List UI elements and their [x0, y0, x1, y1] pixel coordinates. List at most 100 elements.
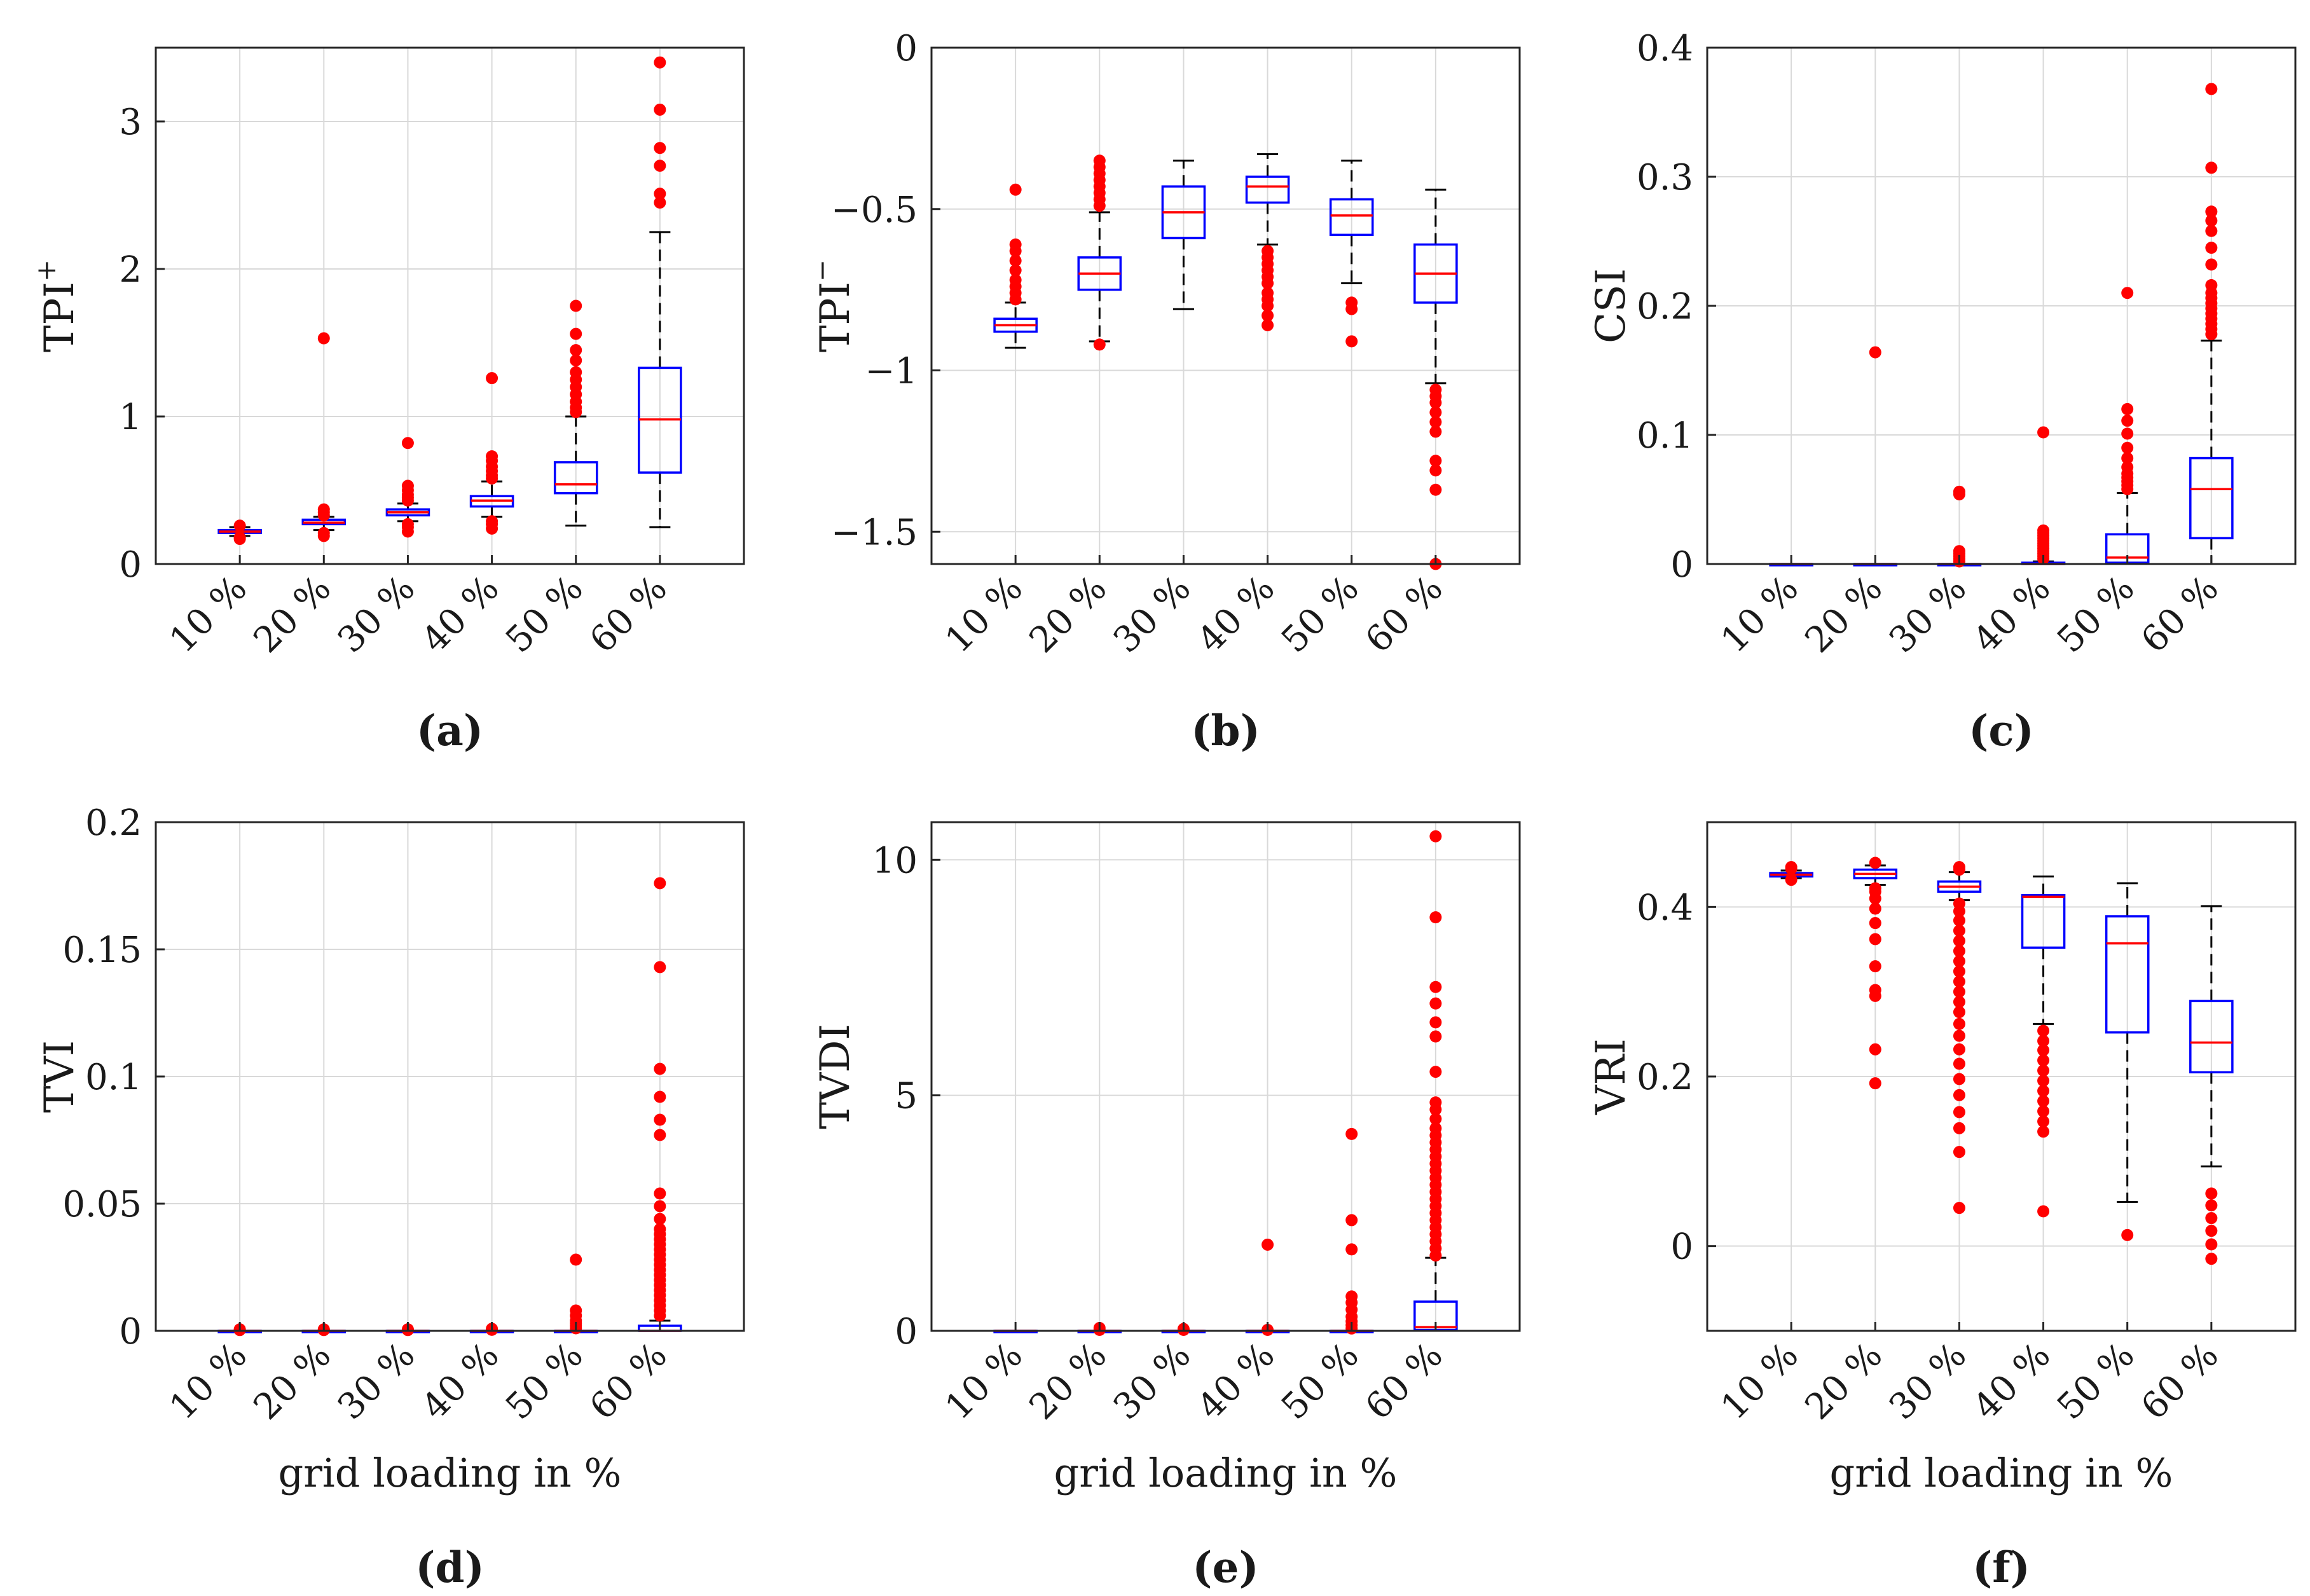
y-tick-label: 10: [872, 840, 918, 881]
outlier-point: [2205, 83, 2218, 95]
box-50pct: [2105, 882, 2150, 1241]
x-tick-label: 30 %: [1881, 568, 1975, 661]
outlier-point: [1785, 861, 1798, 874]
outlier-point: [2037, 1035, 2050, 1047]
outlier-point: [2037, 1075, 2050, 1087]
panel-label: (a): [416, 706, 483, 755]
x-tick-label: 20 %: [1022, 568, 1115, 661]
y-tick-label: 0: [119, 1311, 142, 1352]
outlier-point: [1429, 455, 1442, 467]
y-tick-label: 0.2: [1637, 286, 1693, 327]
outlier-point: [570, 1304, 582, 1317]
panel-label: (b): [1191, 706, 1260, 755]
y-tick-label: 0: [119, 544, 142, 586]
outlier-point: [2037, 524, 2050, 537]
outlier-point: [654, 1129, 666, 1141]
outlier-point: [1429, 997, 1442, 1010]
box-60pct: [2189, 905, 2234, 1265]
outlier-point: [486, 450, 498, 463]
iqr-box: [553, 461, 598, 495]
outlier-point: [654, 1090, 666, 1103]
x-tick-label: 60 %: [2133, 568, 2227, 661]
outlier-point: [1953, 965, 1965, 978]
x-tick-label: 40 %: [1190, 568, 1283, 661]
outlier-point: [1262, 277, 1274, 289]
outlier-point: [654, 961, 666, 973]
x-axis-title: grid loading in %: [1830, 1450, 2173, 1496]
outlier-point: [1869, 984, 1881, 996]
y-tick-label: 5: [895, 1076, 918, 1117]
outlier-point: [1953, 1029, 1965, 1042]
outlier-point: [317, 526, 330, 539]
y-tick-label: 3: [119, 102, 142, 143]
x-tick-label: 20 %: [1798, 568, 1891, 661]
outlier-point: [570, 354, 582, 367]
outlier-point: [2205, 1225, 2218, 1237]
outlier-point: [2037, 1054, 2050, 1067]
outlier-point: [1429, 1122, 1442, 1134]
outlier-point: [1345, 1214, 1358, 1227]
x-tick-label: 30 %: [1106, 1335, 1199, 1428]
outlier-point: [1869, 346, 1881, 359]
outlier-point: [2205, 1187, 2218, 1200]
outlier-point: [2205, 205, 2218, 218]
x-axis-title: grid loading in %: [1054, 1450, 1398, 1496]
outlier-point: [1953, 1146, 1965, 1159]
x-tick-label: 20 %: [1798, 1335, 1891, 1428]
x-tick-label: 60 %: [1358, 568, 1451, 661]
y-tick-label: 2: [119, 249, 142, 291]
box-50pct: [553, 299, 598, 527]
y-axis-title: TVI: [36, 1040, 83, 1113]
outlier-point: [2205, 162, 2218, 174]
outlier-point: [654, 1113, 666, 1126]
outlier-point: [1093, 200, 1106, 212]
outlier-point: [1953, 485, 1965, 498]
x-tick-label: 30 %: [1106, 568, 1199, 661]
panel-label: (d): [415, 1543, 485, 1592]
outlier-point: [2037, 1115, 2050, 1128]
y-tick-label: 0.2: [85, 802, 142, 844]
y-tick-label: 1: [119, 397, 142, 438]
outlier-point: [2121, 461, 2134, 474]
outlier-point: [2037, 1205, 2050, 1218]
x-tick-label: 20 %: [246, 568, 340, 661]
outlier-point: [1953, 1057, 1965, 1070]
outlier-point: [1009, 245, 1022, 258]
y-tick-label: −1: [865, 351, 918, 392]
x-tick-label: 60 %: [582, 568, 675, 661]
box-20pct: [1077, 155, 1122, 351]
outlier-point: [1953, 945, 1965, 958]
iqr-box: [1329, 198, 1374, 237]
box-60pct: [638, 877, 682, 1332]
x-tick-label: 20 %: [246, 1335, 340, 1428]
outlier-point: [1953, 1122, 1965, 1134]
outlier-point: [570, 344, 582, 357]
chart-panel-2: 0 −0.5 −1 −1.5 10 %20 %30 %40 %50 %60 % TPI− (…: [806, 28, 1521, 755]
x-tick-label: 50 %: [1274, 568, 1367, 661]
outlier-point: [2205, 242, 2218, 254]
outlier-point: [1953, 1089, 1965, 1101]
outlier-point: [1953, 925, 1965, 937]
x-tick-label: 50 %: [2049, 1335, 2143, 1428]
box-10pct: [1769, 861, 1813, 886]
x-tick-label: 30 %: [1881, 1335, 1975, 1428]
outlier-point: [2037, 1095, 2050, 1108]
x-tick-label: 10 %: [162, 1335, 255, 1428]
x-tick-label: 50 %: [498, 1335, 591, 1428]
chart-panel-1: 0 1 2 3 10 %20 %30 %40 %50 %60 % TPI+ (a): [31, 46, 745, 755]
x-tick-label: 10 %: [1713, 568, 1806, 661]
y-axis-title-superscript: +: [31, 259, 62, 282]
y-tick-label: −1.5: [831, 512, 918, 553]
x-axis-title: grid loading in %: [278, 1450, 622, 1496]
y-tick-label: 0.1: [1637, 415, 1693, 457]
outlier-point: [2205, 1238, 2218, 1251]
outlier-point: [1953, 545, 1965, 558]
box-10pct: [217, 519, 262, 546]
iqr-box: [2189, 457, 2234, 540]
outlier-point: [1953, 955, 1965, 968]
outlier-point: [1869, 882, 1881, 895]
outlier-point: [233, 531, 246, 544]
x-tick-label: 50 %: [498, 568, 591, 661]
outlier-point: [1953, 1202, 1965, 1214]
y-tick-label: 0.4: [1637, 887, 1693, 928]
